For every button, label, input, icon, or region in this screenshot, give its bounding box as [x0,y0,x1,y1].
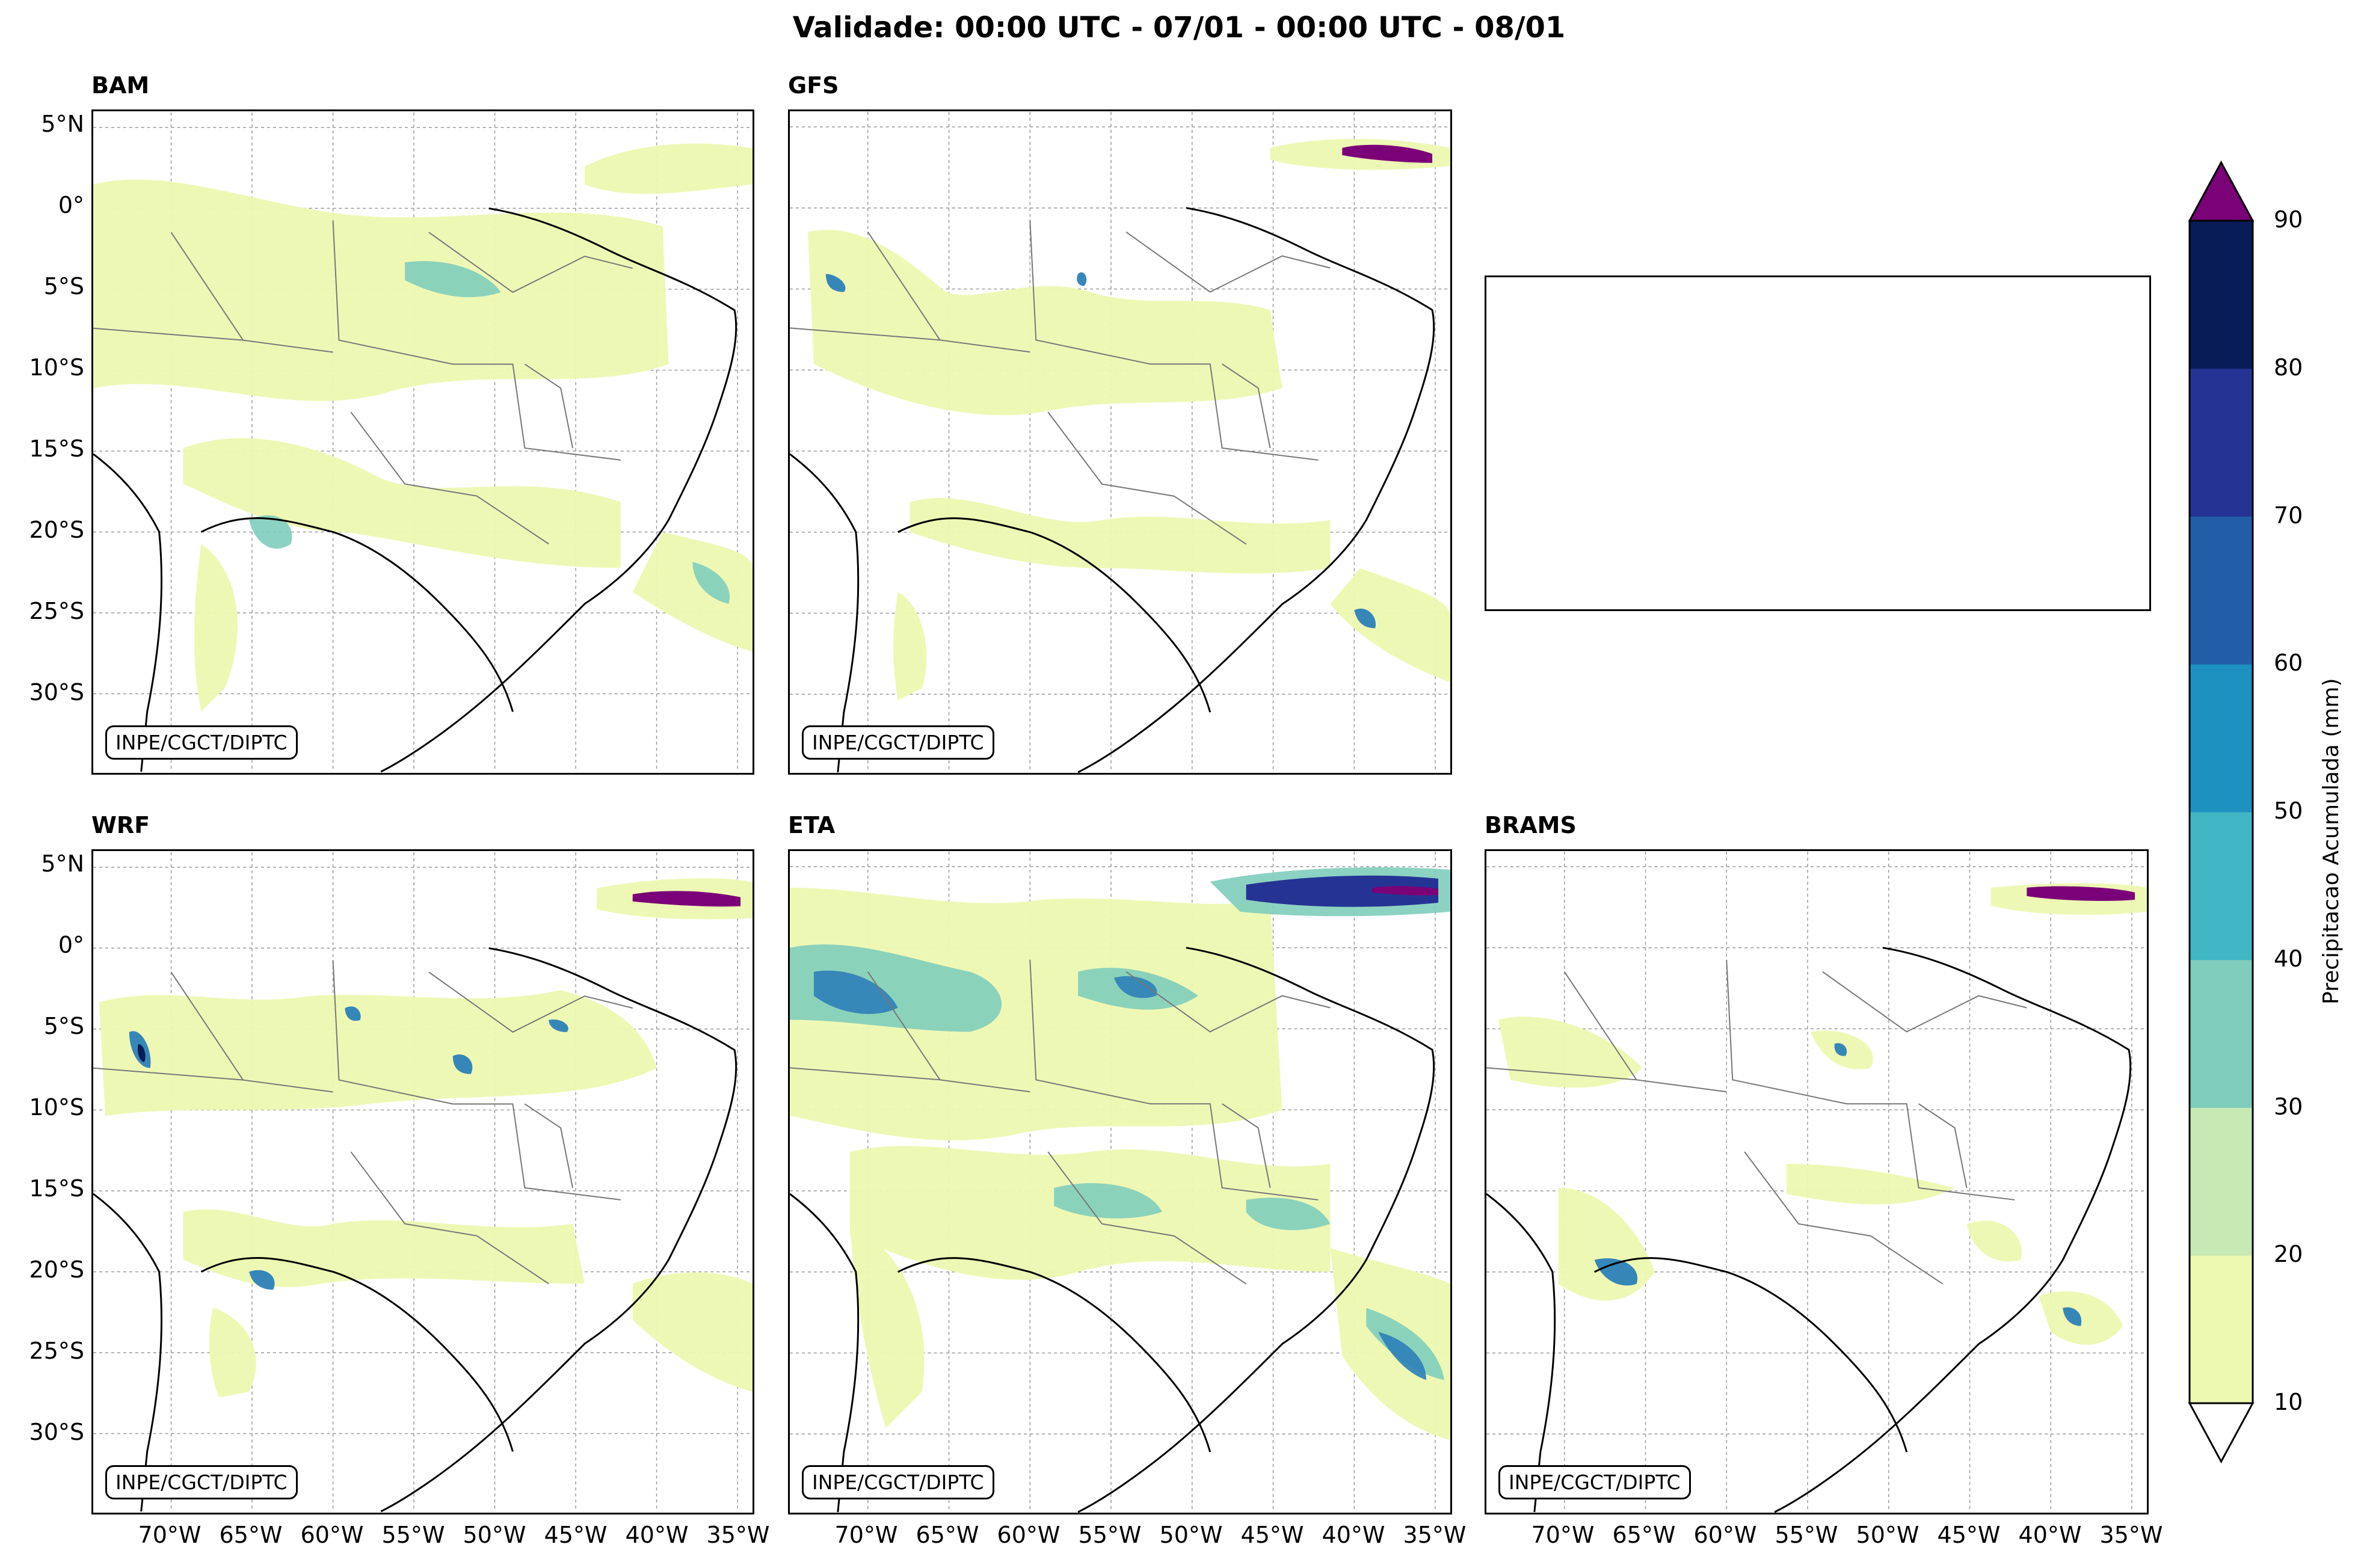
lat-label: 10°S [29,1094,84,1121]
credit-label-wrf: INPE/CGCT/DIPTC [105,1465,298,1499]
lon-label: 65°W [1612,1522,1676,1548]
map-wrf: INPE/CGCT/DIPTC [91,849,754,1514]
lat-label: 0° [58,932,84,958]
lat-label: 5°N [41,850,84,877]
colorbar-label: Precipitacao Acumulada (mm) [2319,678,2344,1004]
map-gfs: INPE/CGCT/DIPTC [788,109,1452,775]
colorbar-band [2190,516,2253,665]
lon-label: 60°W [997,1522,1060,1548]
map-brams-svg [1486,852,2147,1513]
lon-label: 55°W [1078,1522,1142,1548]
lon-label: 70°W [138,1522,202,1548]
credit-label-eta: INPE/CGCT/DIPTC [802,1465,994,1499]
lon-label: 50°W [1159,1522,1223,1548]
lon-label: 40°W [625,1522,689,1548]
colorbar-tick: 30 [2274,1093,2303,1120]
lon-label: 60°W [1693,1522,1757,1548]
colorbar-tick: 80 [2274,354,2303,381]
lon-label: 55°W [1775,1522,1838,1548]
map-eta-svg [790,852,1450,1513]
lat-label: 0° [58,192,84,218]
panel-title-gfs: GFS [788,72,839,99]
colorbar-tick: 70 [2274,502,2303,529]
map-brams: INPE/CGCT/DIPTC [1485,849,2149,1514]
lat-label: 5°S [43,273,84,300]
colorbar-band [2190,1255,2253,1404]
credit-label-gfs: INPE/CGCT/DIPTC [802,725,994,760]
figure-title: Validade: 00:00 UTC - 07/01 - 00:00 UTC … [792,11,1566,45]
map-gfs-svg [790,112,1450,773]
colorbar-band [2190,368,2253,517]
colorbar-band [2190,959,2253,1108]
lon-label: 65°W [219,1522,283,1548]
colorbar-under-triangle [2188,1402,2255,1464]
colorbar-tick: 60 [2274,650,2303,676]
credit-label-brams: INPE/CGCT/DIPTC [1498,1465,1691,1499]
map-bam: INPE/CGCT/DIPTC [91,109,754,775]
lon-label: 45°W [1937,1522,2001,1548]
lon-label: 35°W [1403,1522,1467,1548]
panel-title-wrf: WRF [91,812,150,838]
colorbar-band [2190,221,2253,369]
lon-label: 60°W [300,1522,364,1548]
lon-label: 70°W [1531,1522,1595,1548]
colorbar [2188,160,2255,1464]
lon-label: 50°W [1856,1522,1919,1548]
lat-label: 5°S [43,1013,84,1039]
panel-title-eta: ETA [788,812,836,838]
colorbar-band [2190,1107,2253,1256]
colorbar-tick: 10 [2274,1389,2303,1415]
map-eta: INPE/CGCT/DIPTC [788,849,1452,1514]
map-wrf-svg [93,852,753,1513]
colorbar-tick: 50 [2274,798,2303,824]
lat-label: 10°S [29,354,84,381]
lat-label: 15°S [29,1175,84,1202]
empty-panel [1485,275,2151,611]
colorbar-band [2190,812,2253,961]
credit-label-bam: INPE/CGCT/DIPTC [105,725,298,760]
lat-label: 25°S [29,1338,84,1364]
panel-title-bam: BAM [91,72,150,99]
colorbar-over-triangle [2188,160,2255,222]
lon-label: 45°W [544,1522,608,1548]
lon-label: 55°W [381,1522,445,1548]
lat-label: 20°S [29,1256,84,1283]
lon-label: 45°W [1240,1522,1304,1548]
lat-label: 20°S [29,517,84,543]
map-bam-svg [93,112,753,773]
colorbar-tick: 20 [2274,1241,2303,1267]
lon-label: 40°W [1322,1522,1385,1548]
panel-title-brams: BRAMS [1485,812,1577,838]
lon-label: 70°W [834,1522,898,1548]
colorbar-band [2190,664,2253,813]
lat-label: 5°N [41,111,84,137]
lon-label: 50°W [463,1522,526,1548]
lat-label: 25°S [29,598,84,624]
colorbar-frame [2188,220,2254,1404]
lat-label: 30°S [29,679,84,706]
lat-label: 30°S [29,1419,84,1445]
colorbar-tick: 90 [2274,206,2303,233]
lon-label: 35°W [706,1522,770,1548]
lat-label: 15°S [29,435,84,462]
lon-label: 65°W [916,1522,979,1548]
lon-label: 35°W [2099,1522,2163,1548]
colorbar-tick: 40 [2274,945,2303,972]
lon-label: 40°W [2018,1522,2082,1548]
